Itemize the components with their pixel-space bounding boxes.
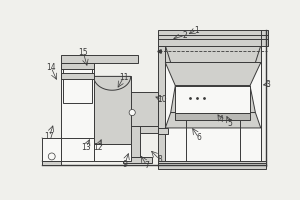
Bar — [138, 126, 158, 133]
Bar — [158, 161, 266, 169]
Bar — [61, 62, 94, 146]
Bar — [129, 92, 158, 126]
Text: 7: 7 — [144, 161, 149, 170]
Bar — [63, 64, 92, 103]
Polygon shape — [233, 46, 261, 62]
Bar — [94, 76, 131, 144]
Polygon shape — [165, 113, 261, 128]
Bar — [61, 62, 94, 69]
Bar — [42, 161, 62, 165]
Bar — [42, 138, 62, 161]
Circle shape — [48, 153, 55, 160]
Text: 15: 15 — [79, 48, 88, 57]
Text: 11: 11 — [119, 73, 128, 82]
Polygon shape — [94, 76, 131, 90]
Bar — [165, 62, 261, 161]
Bar — [175, 113, 250, 120]
Polygon shape — [158, 46, 165, 166]
Polygon shape — [165, 46, 261, 62]
Text: 10: 10 — [157, 95, 166, 104]
Bar — [61, 55, 138, 62]
Bar — [158, 128, 168, 134]
Text: 1: 1 — [194, 26, 199, 35]
Text: 13: 13 — [82, 143, 91, 152]
Text: 12: 12 — [94, 143, 103, 152]
Bar — [94, 144, 131, 161]
Polygon shape — [165, 46, 200, 62]
Bar — [158, 30, 268, 46]
Bar — [175, 86, 250, 113]
Text: 8: 8 — [157, 155, 162, 164]
Text: 4: 4 — [218, 115, 223, 124]
Text: 9: 9 — [122, 160, 127, 169]
Bar — [129, 126, 140, 157]
Circle shape — [129, 109, 135, 116]
Bar — [61, 138, 94, 161]
Bar — [61, 73, 94, 79]
Text: 3: 3 — [266, 80, 271, 89]
Text: 6: 6 — [196, 133, 201, 142]
Text: 2: 2 — [183, 31, 187, 40]
Polygon shape — [171, 86, 255, 113]
Text: 17: 17 — [44, 132, 54, 141]
Bar — [123, 157, 152, 163]
Text: 5: 5 — [227, 119, 232, 128]
Polygon shape — [165, 62, 261, 86]
Text: 14: 14 — [46, 63, 56, 72]
